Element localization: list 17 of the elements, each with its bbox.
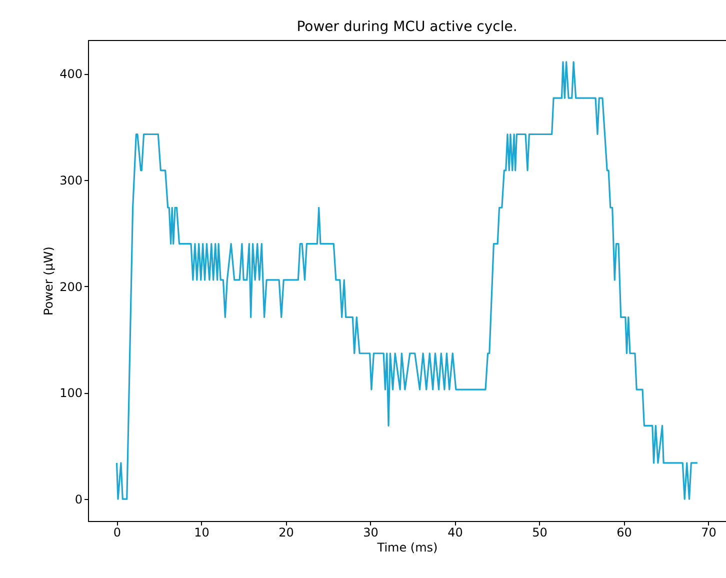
x-tick-label: 0: [113, 526, 122, 540]
x-tick-label: 10: [194, 526, 210, 540]
y-tick-label: 100: [60, 386, 82, 400]
y-tick-label: 400: [60, 67, 82, 82]
y-tick-label: 200: [60, 280, 82, 294]
x-tick-label: 50: [532, 526, 548, 540]
x-tick-label: 70: [701, 526, 716, 540]
x-axis-title: Time (ms): [376, 540, 438, 554]
chart-title: Power during MCU active cycle.: [296, 19, 518, 35]
line-series: [116, 61, 698, 500]
y-tick-label: 300: [60, 173, 82, 188]
x-tick-label: 40: [448, 526, 463, 540]
x-tick-label: 60: [616, 526, 632, 540]
y-tick-label: 0: [74, 492, 82, 507]
x-tick-label: 20: [278, 526, 294, 540]
x-tick-label: 30: [363, 526, 378, 540]
y-axis-title: Power (μW): [42, 246, 56, 316]
